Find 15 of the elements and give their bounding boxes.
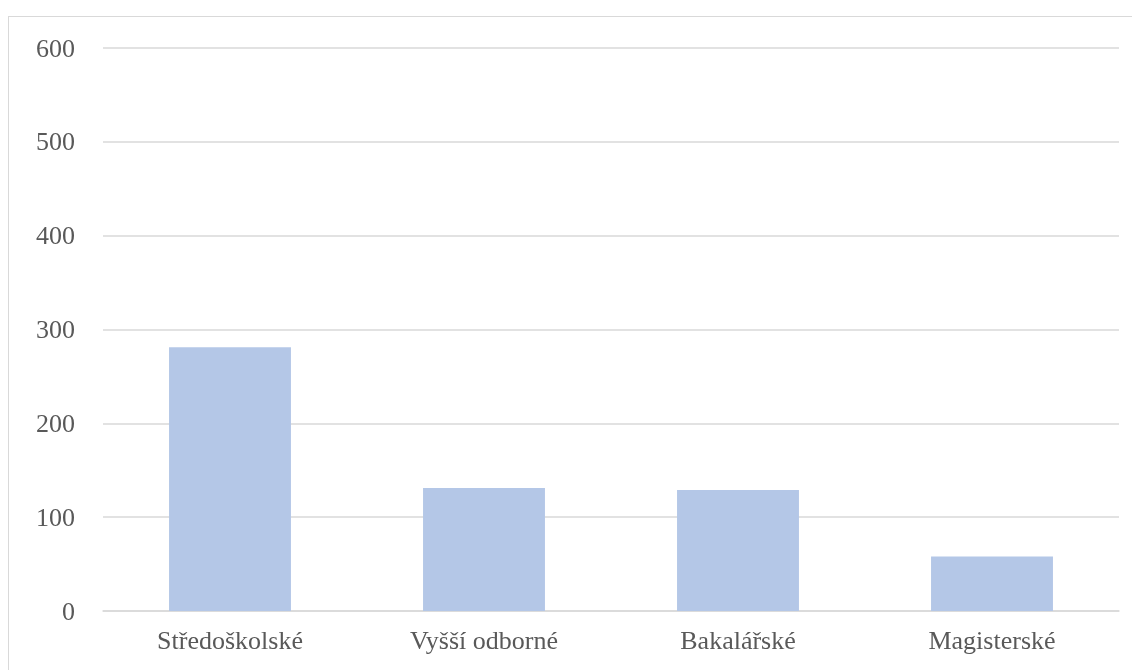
bar xyxy=(169,347,291,611)
bar xyxy=(423,488,545,611)
y-tick-label: 500 xyxy=(36,127,75,157)
x-tick-label: Vyšší odborné xyxy=(409,625,559,655)
bar xyxy=(931,556,1053,611)
y-tick-label: 100 xyxy=(36,502,75,532)
x-tick-label: Bakalářské xyxy=(680,625,796,655)
x-tick-label: Středoškolské xyxy=(157,625,303,655)
y-tick-label: 200 xyxy=(36,408,75,438)
bar xyxy=(677,489,799,611)
y-tick-label: 400 xyxy=(36,221,75,251)
y-tick-label: 600 xyxy=(36,33,75,63)
y-tick-label: 0 xyxy=(62,596,75,626)
x-tick-label: Magisterské xyxy=(928,625,1056,655)
y-tick-label: 300 xyxy=(36,315,75,344)
